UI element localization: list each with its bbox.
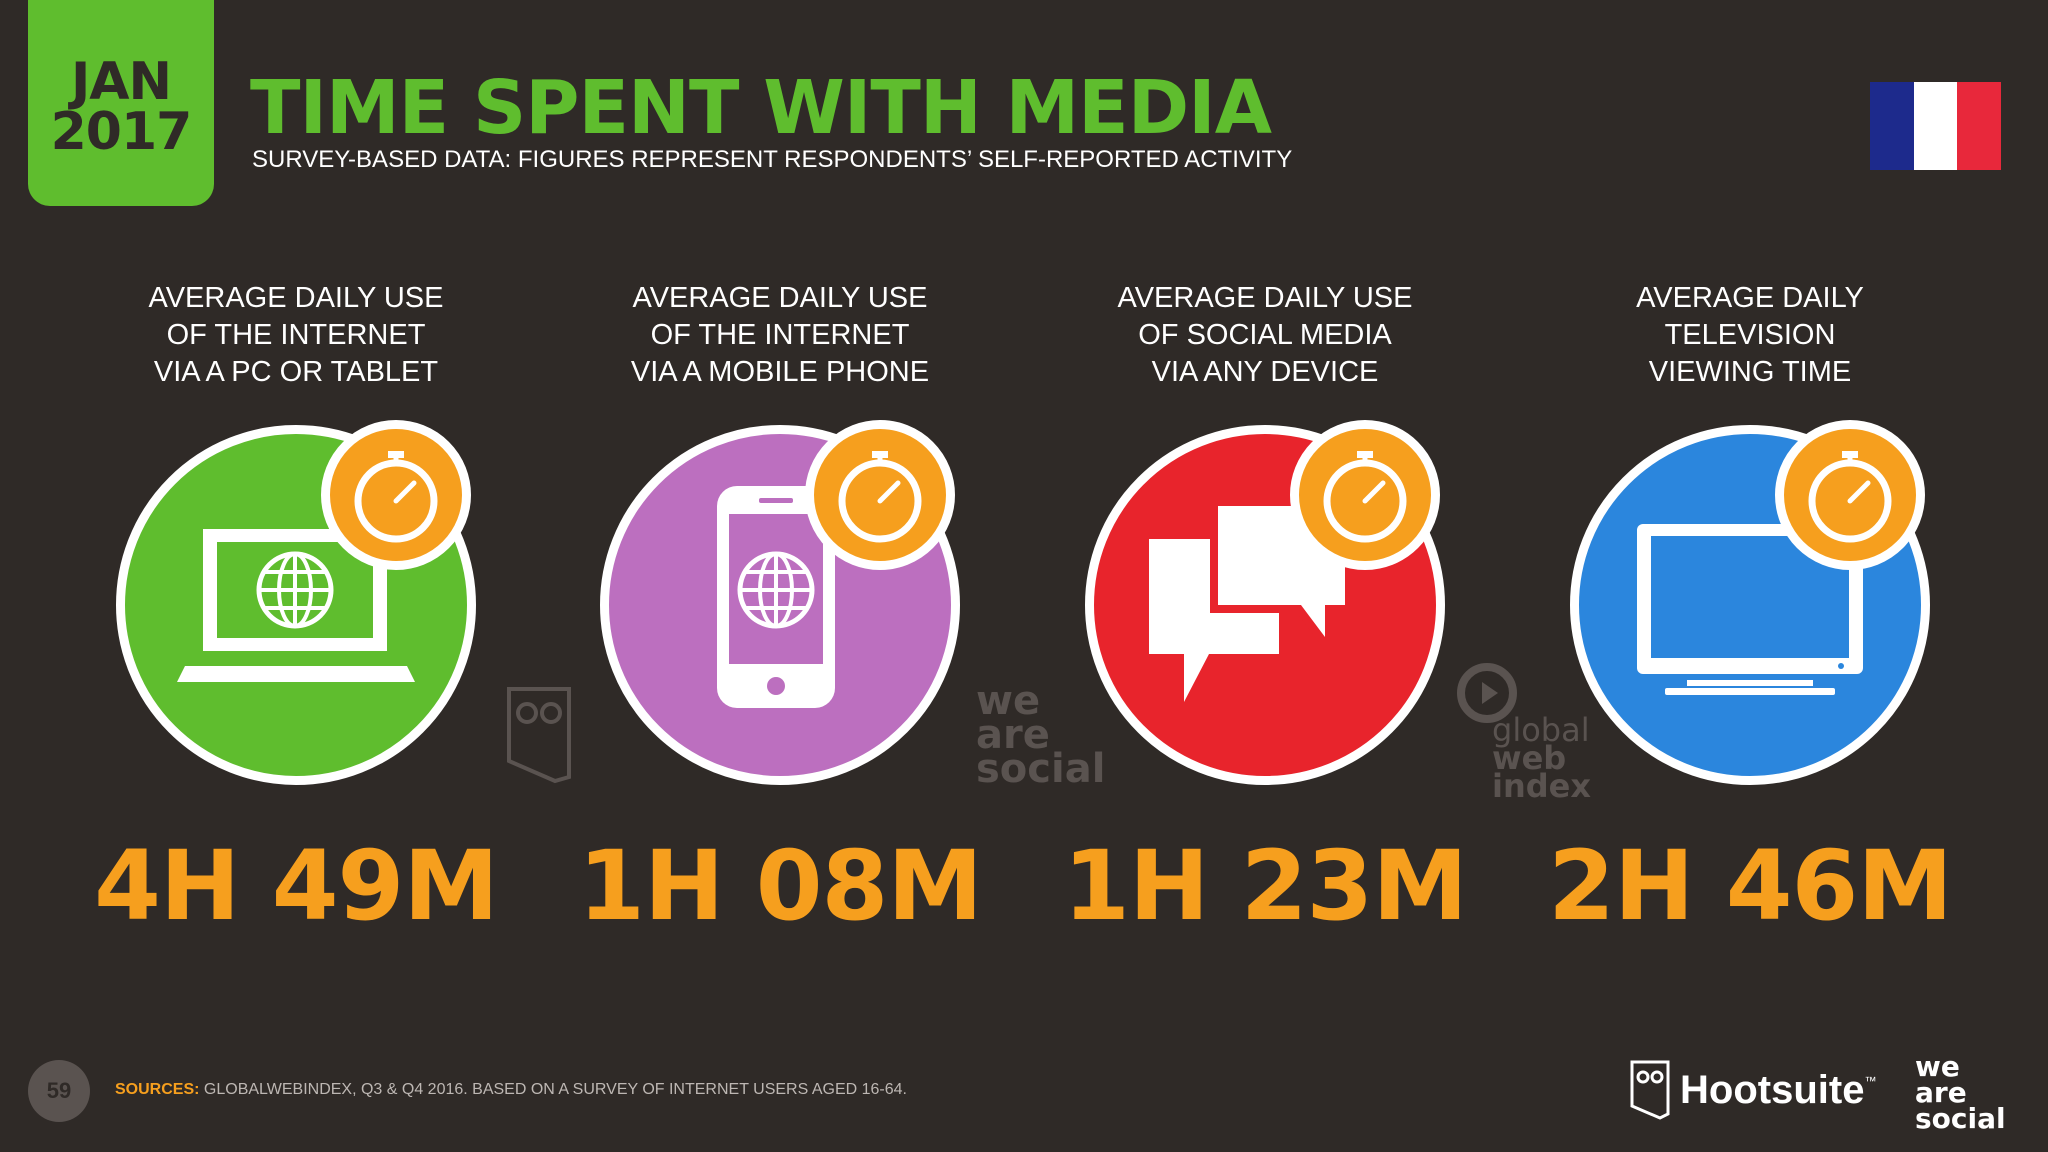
gwi-watermark: global web index <box>1456 662 1591 802</box>
stopwatch-icon <box>1775 420 1925 570</box>
date-month: JAN <box>70 52 172 112</box>
stat-pc-internet: AVERAGE DAILY USE OF THE INTERNET VIA A PC… <box>56 280 536 942</box>
wearesocial-logo: we are social <box>1915 1050 2006 1135</box>
stat-label: AVERAGE DAILY USE OF THE INTERNET VIA A PC… <box>148 282 444 388</box>
page-number: 59 <box>28 1060 90 1122</box>
stat-social-media: AVERAGE DAILY USE OF SOCIAL MEDIA VIA ANY … <box>1025 280 1505 942</box>
stat-value: 1H 08M <box>578 830 983 942</box>
stat-label: AVERAGE DAILY TELEVISION VIEWING TIME <box>1636 282 1864 388</box>
stopwatch-icon <box>321 420 471 570</box>
stopwatch-icon <box>1290 420 1440 570</box>
stat-value: 2H 46M <box>1548 830 1953 942</box>
date-year: 2017 <box>50 102 193 162</box>
stat-value: 1H 23M <box>1063 830 1468 942</box>
wearesocial-watermark: we are social <box>976 678 1106 792</box>
stopwatch-icon <box>805 420 955 570</box>
hootsuite-owl-watermark-icon <box>505 685 573 790</box>
gwi-logo-icon <box>1457 663 1517 723</box>
hootsuite-owl-icon <box>1630 1060 1670 1120</box>
sources-text: SOURCES: GLOBALWEBINDEX, Q3 & Q4 2016. B… <box>115 1081 907 1098</box>
page-title: TIME SPENT WITH MEDIA <box>250 65 1272 151</box>
page-subtitle: SURVEY-BASED DATA: FIGURES REPRESENT RES… <box>252 146 1293 173</box>
stat-mobile-internet: AVERAGE DAILY USE OF THE INTERNET VIA A MO… <box>540 280 1020 942</box>
stat-label: AVERAGE DAILY USE OF THE INTERNET VIA A MO… <box>630 282 930 388</box>
france-flag-icon <box>1870 82 2002 170</box>
hootsuite-logo: Hootsuite ™ <box>1630 1060 1876 1120</box>
stat-label: AVERAGE DAILY USE OF SOCIAL MEDIA VIA ANY … <box>1117 282 1413 388</box>
stat-television: AVERAGE DAILY TELEVISION VIEWING TIME 2H 4… <box>1510 280 1990 942</box>
date-badge: JAN 2017 <box>28 0 214 206</box>
stat-value: 4H 49M <box>94 830 499 942</box>
